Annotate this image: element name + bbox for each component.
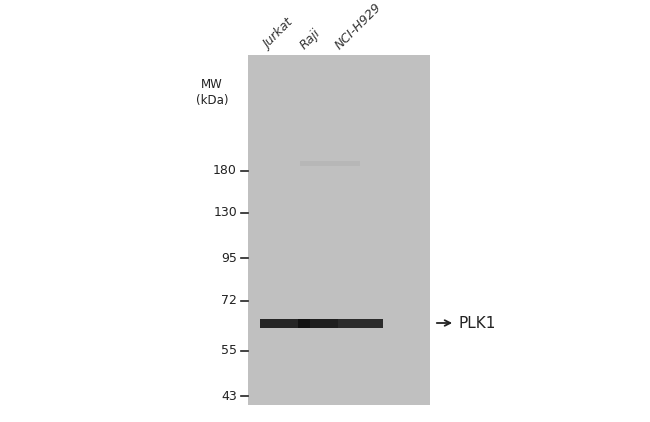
Text: 130: 130: [213, 206, 237, 219]
Text: 72: 72: [221, 295, 237, 308]
Text: 95: 95: [221, 252, 237, 265]
Text: Raji: Raji: [298, 26, 324, 52]
Text: 43: 43: [221, 390, 237, 403]
Text: NCI-H929: NCI-H929: [333, 0, 384, 52]
Bar: [298, 319, 338, 328]
Bar: [338, 319, 383, 328]
Bar: [260, 319, 310, 328]
Bar: [300, 161, 360, 166]
Text: 55: 55: [221, 344, 237, 357]
Text: PLK1: PLK1: [458, 316, 495, 330]
Text: MW
(kDa): MW (kDa): [196, 78, 228, 107]
Text: Jurkat: Jurkat: [261, 17, 296, 52]
Bar: [248, 55, 430, 405]
Text: 180: 180: [213, 165, 237, 178]
